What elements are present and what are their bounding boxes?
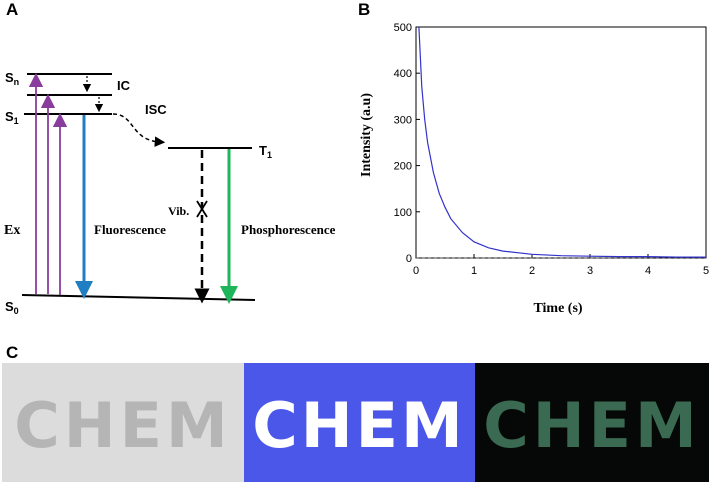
y-tick-label: 300 bbox=[394, 114, 412, 126]
x-tick-label: 0 bbox=[413, 265, 419, 277]
label-vib: Vib. bbox=[168, 204, 189, 218]
y-tick-label: 500 bbox=[394, 22, 412, 34]
level-s0 bbox=[21, 294, 256, 301]
chart-ylabel: Intensity (a.u) bbox=[359, 93, 374, 177]
x-tick-label: 1 bbox=[471, 265, 477, 277]
photo-daylight: CHEM bbox=[2, 363, 244, 482]
y-tick-label: 0 bbox=[406, 253, 412, 265]
photo-uv-off: CHEM bbox=[475, 363, 709, 482]
x-tick-label: 5 bbox=[703, 265, 709, 277]
x-tick-label: 4 bbox=[645, 265, 651, 277]
panel-label-a: A bbox=[6, 0, 19, 19]
label-ex: Ex bbox=[4, 223, 20, 238]
label-fluorescence: Fluorescence bbox=[94, 222, 166, 237]
photo-daylight-text: CHEM bbox=[14, 389, 231, 462]
chart-axes bbox=[415, 26, 707, 259]
label-s1: S1 bbox=[5, 109, 19, 126]
label-isc: ISC bbox=[145, 102, 167, 117]
panel-label-b: B bbox=[358, 0, 371, 19]
photo-uv-on-word: CHEM bbox=[252, 389, 465, 462]
isc-arrow bbox=[112, 113, 166, 147]
jablonski-diagram: Sn S1 S0 T1 IC ISC Ex Vib. Fluorescence … bbox=[4, 70, 336, 316]
decay-chart: 0 1 2 3 4 5 0 100 200 300 400 500 Time (s) Intensit… bbox=[359, 22, 709, 316]
x-tick-label: 2 bbox=[529, 265, 535, 277]
label-sn: Sn bbox=[5, 70, 19, 87]
panel-label-c: C bbox=[6, 343, 19, 362]
vib-cross-2 bbox=[196, 200, 208, 218]
chart-series-line bbox=[418, 26, 706, 258]
label-phosphorescence: Phosphorescence bbox=[241, 222, 336, 237]
x-tick-label: 3 bbox=[587, 265, 593, 277]
photo-uv-off-word: CHEM bbox=[483, 389, 700, 462]
photo-uv-off-text: CHEM bbox=[483, 389, 700, 462]
label-t1: T1 bbox=[259, 143, 272, 160]
photo-uv-on-text: CHEM bbox=[252, 389, 465, 462]
chart-frame bbox=[415, 26, 707, 259]
y-tick-label: 400 bbox=[394, 68, 412, 80]
photo-daylight-word: CHEM bbox=[14, 389, 231, 462]
y-tick-label: 100 bbox=[394, 207, 412, 219]
y-tick-label: 200 bbox=[394, 161, 412, 173]
chart-ticks: 0 1 2 3 4 5 0 100 200 300 400 500 bbox=[394, 22, 709, 277]
photo-uv-on: CHEM bbox=[244, 363, 475, 482]
label-s0: S0 bbox=[5, 299, 19, 316]
label-ic: IC bbox=[117, 78, 131, 93]
chart-xlabel: Time (s) bbox=[533, 301, 582, 316]
